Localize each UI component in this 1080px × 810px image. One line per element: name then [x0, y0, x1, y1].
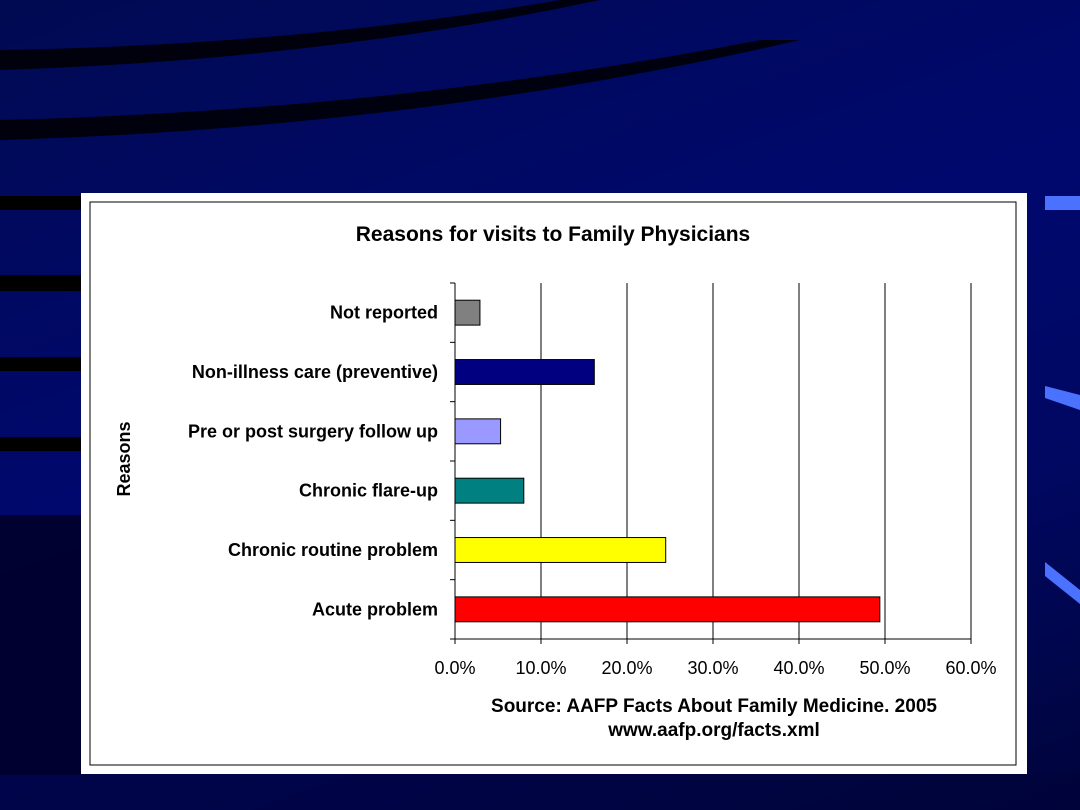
bar-non-illness-care-preventive [454, 359, 595, 385]
bar-chronic-flare-up [454, 477, 525, 504]
category-label: Not reported [330, 303, 438, 323]
bar-acute-problem [454, 596, 881, 623]
chart-border [89, 201, 1017, 766]
x-tick-label: 10.0% [515, 658, 566, 678]
x-tick-label: 20.0% [601, 658, 652, 678]
category-label: Acute problem [312, 599, 438, 619]
category-label: Chronic flare-up [299, 481, 438, 501]
bar-pre-or-post-surgery-follow-up [454, 418, 502, 445]
x-tick-label: 60.0% [945, 658, 996, 678]
category-labels: Not reported Non-illness care (preventive… [188, 303, 438, 620]
source-line-2: www.aafp.org/facts.xml [607, 720, 820, 741]
x-tick-label: 30.0% [687, 658, 738, 678]
category-label: Pre or post surgery follow up [188, 421, 438, 441]
gridlines [540, 283, 972, 639]
bar-not-reported [454, 299, 481, 326]
source-line-1: Source: AAFP Facts About Family Medicine… [491, 696, 937, 717]
x-tick-labels: 0.0% 10.0% 20.0% 30.0% 40.0% 50.0% 60.0% [434, 658, 996, 678]
x-tick-label: 40.0% [773, 658, 824, 678]
category-label: Non-illness care (preventive) [192, 362, 438, 382]
axes [450, 282, 972, 644]
y-axis-title: Reasons [114, 421, 134, 496]
x-tick-label: 0.0% [434, 658, 475, 678]
category-label: Chronic routine problem [228, 540, 438, 560]
bar-chronic-routine-problem [454, 537, 667, 563]
chart-title: Reasons for visits to Family Physicians [356, 223, 750, 246]
x-tick-label: 50.0% [859, 658, 910, 678]
bar-chart: Reasons for visits to Family Physicians … [89, 201, 1017, 766]
chart-card: Reasons for visits to Family Physicians … [81, 193, 1027, 774]
bars [454, 299, 881, 623]
